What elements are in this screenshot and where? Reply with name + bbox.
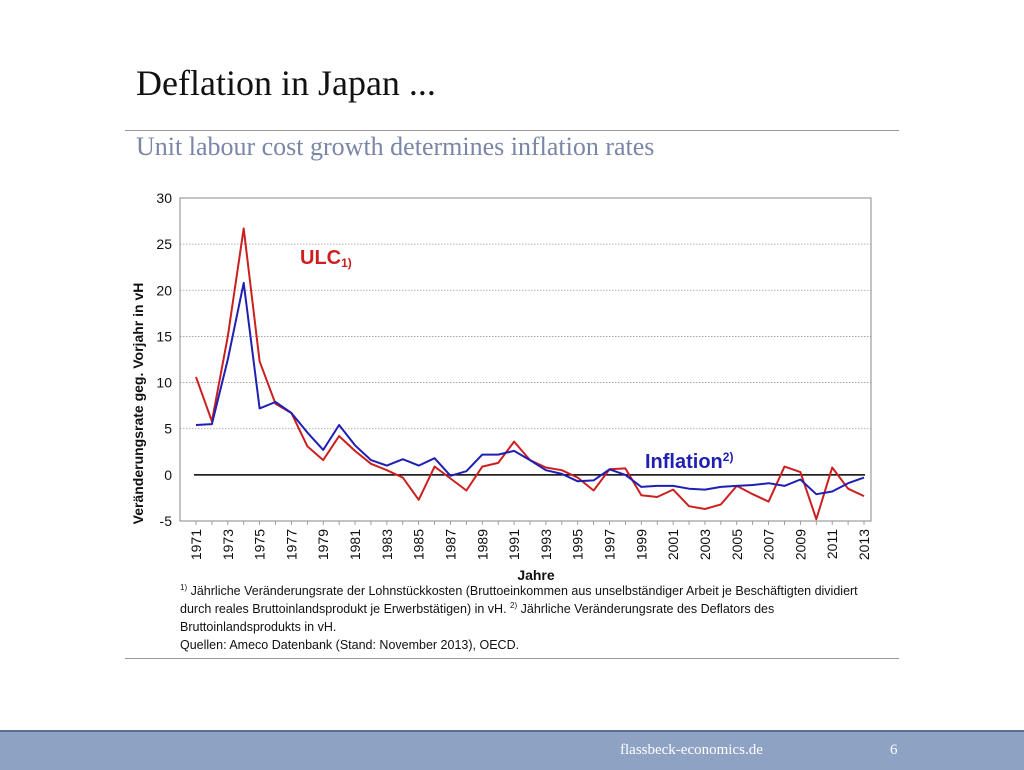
series-line-inflation — [195, 281, 865, 496]
x-tick-label: 1989 — [474, 529, 490, 560]
title-divider — [125, 130, 899, 131]
y-tick-label: 10 — [156, 375, 172, 391]
x-tick-label: 1999 — [633, 529, 649, 560]
x-tick-label: 2013 — [856, 529, 872, 560]
x-tick-label: 1993 — [538, 529, 554, 560]
x-tick-label: 1995 — [570, 529, 586, 560]
x-tick-labels: 1971 1973 1975 1977 1979 1981 1983 1985 1987 1989… — [188, 521, 872, 560]
y-axis-label: Veränderungsrate geg. Vorjahr in vH — [130, 283, 146, 525]
footer-divider — [125, 658, 899, 659]
footnote-text-1: Jährliche Veränderungsrate der Lohnstück… — [180, 584, 858, 616]
footnote-definitions: 1) Jährliche Veränderungsrate der Lohnst… — [180, 582, 880, 636]
footer-bar: flassbeck-economics.de 6 — [0, 730, 1024, 770]
footnotes: 1) Jährliche Veränderungsrate der Lohnst… — [180, 582, 880, 654]
x-tick-label: 1975 — [252, 529, 268, 560]
x-tick-label: 1997 — [602, 529, 618, 560]
slide-title: Deflation in Japan ... — [136, 63, 436, 103]
x-tick-label: 1979 — [315, 529, 331, 560]
series-lines — [195, 227, 865, 521]
y-tick-label: 30 — [156, 190, 172, 206]
footnote-marker-2: 2) — [510, 601, 518, 610]
grid-lines — [180, 243, 871, 430]
x-tick-label: 2007 — [761, 529, 777, 560]
x-tick-label: 1971 — [188, 529, 204, 560]
series-label-inflation: Inflation2) — [645, 450, 733, 473]
x-tick-label: 2005 — [729, 529, 745, 560]
y-tick-label: 5 — [164, 421, 172, 437]
plot-frame — [179, 197, 872, 522]
slide-subtitle: Unit labour cost growth determines infla… — [136, 132, 655, 161]
x-tick-label: 1977 — [283, 529, 299, 560]
x-tick-label: 1987 — [442, 529, 458, 560]
y-tick-label: 25 — [156, 236, 172, 252]
y-tick-labels: -5 0 5 10 15 20 25 30 — [156, 190, 172, 529]
x-tick-label: 2009 — [792, 529, 808, 560]
y-tick-label: 20 — [156, 282, 172, 298]
x-tick-label: 1983 — [379, 529, 395, 560]
x-tick-label: 1981 — [347, 529, 363, 560]
series-label-ulc: ULC1) — [300, 247, 352, 270]
series-label-ulc-text: ULC — [300, 247, 341, 269]
x-tick-label: 1991 — [506, 529, 522, 560]
footnote-text-2: Jährliche Veränderungsrate des Deflators… — [180, 602, 775, 634]
footer-website: flassbeck-economics.de — [620, 742, 763, 758]
x-tick-label: 2001 — [665, 529, 681, 560]
series-label-ulc-marker: 1) — [341, 256, 352, 270]
page-number: 6 — [890, 742, 898, 758]
footnote-sources: Quellen: Ameco Datenbank (Stand: Novembe… — [180, 638, 520, 652]
x-tick-label: 1973 — [220, 529, 236, 560]
y-tick-label: 0 — [164, 467, 172, 483]
y-tick-label: -5 — [160, 513, 173, 529]
series-label-inflation-marker: 2) — [723, 450, 734, 464]
x-tick-label: 2011 — [824, 529, 840, 559]
y-tick-label: 15 — [156, 328, 172, 344]
x-axis-label: Jahre — [517, 567, 555, 583]
x-tick-label: 1985 — [411, 529, 427, 560]
series-label-inflation-text: Inflation — [645, 451, 723, 473]
footnote-marker-1: 1) — [180, 583, 188, 592]
x-tick-label: 2003 — [697, 529, 713, 560]
